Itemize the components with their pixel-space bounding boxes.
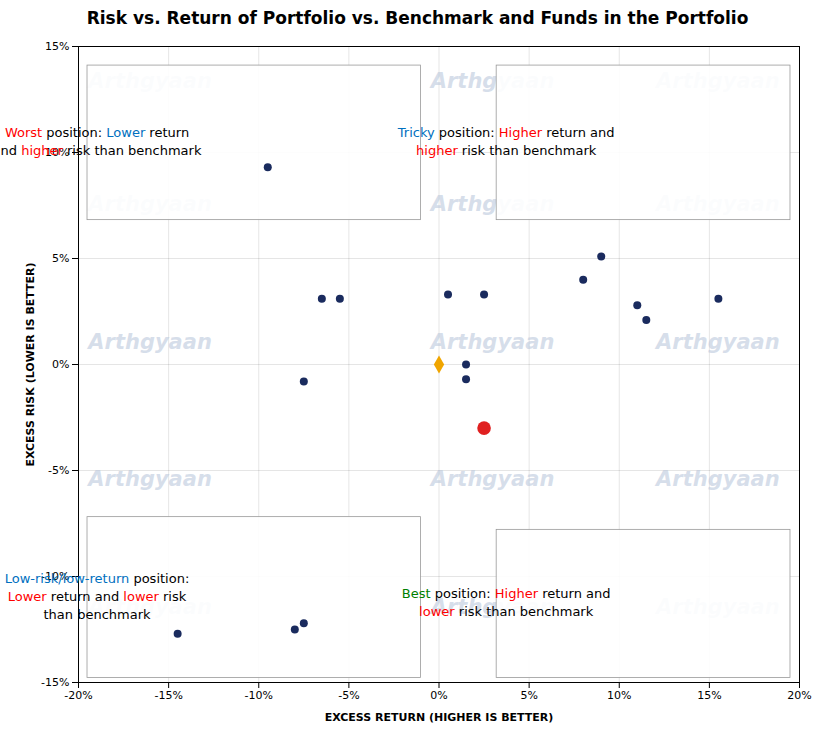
svg-text:Tricky position: Higher return: Tricky position: Higher return and <box>397 125 615 140</box>
svg-text:Arthgyaan: Arthgyaan <box>429 330 555 354</box>
svg-text:0%: 0% <box>430 689 447 702</box>
svg-text:Arthgyaan: Arthgyaan <box>430 69 555 94</box>
svg-text:and higher risk than benchmark: and higher risk than benchmark <box>0 143 202 158</box>
svg-text:higher risk than benchmark: higher risk than benchmark <box>416 143 597 158</box>
svg-text:5%: 5% <box>52 252 69 265</box>
svg-text:Arthgyaan: Arthgyaan <box>86 467 212 491</box>
svg-text:than benchmark: than benchmark <box>43 607 151 622</box>
svg-text:-5%: -5% <box>338 689 359 702</box>
svg-text:5%: 5% <box>520 689 537 702</box>
svg-text:-15%: -15% <box>154 689 182 702</box>
svg-text:-5%: -5% <box>48 464 69 477</box>
svg-text:15%: 15% <box>45 40 69 53</box>
svg-text:Low-risk/low-return position:: Low-risk/low-return position: <box>5 571 190 586</box>
svg-text:15%: 15% <box>697 689 721 702</box>
html-text:Risk vs. Return of Portfolio v: Risk vs. Return of Portfolio vs. Benchma… <box>86 8 749 28</box>
svg-text:Arthgyaan: Arthgyaan <box>654 467 780 491</box>
svg-text:lower risk than benchmark: lower risk than benchmark <box>419 604 594 619</box>
svg-text:10%: 10% <box>607 689 631 702</box>
svg-text:-15%: -15% <box>41 676 69 689</box>
svg-text:20%: 20% <box>787 689 811 702</box>
svg-text:Arthgyaan: Arthgyaan <box>86 330 212 354</box>
svg-text:Best position: Higher return a: Best position: Higher return and <box>402 586 611 601</box>
svg-text:-20%: -20% <box>64 689 92 702</box>
svg-text:-10%: -10% <box>245 689 273 702</box>
svg-text:Arthgyaan: Arthgyaan <box>429 467 555 491</box>
svg-text:EXCESS RETURN (HIGHER IS BETTE: EXCESS RETURN (HIGHER IS BETTER) <box>325 711 554 724</box>
svg-text:Lower return and lower risk: Lower return and lower risk <box>8 589 187 604</box>
svg-text:Arthgyaan: Arthgyaan <box>654 330 780 354</box>
svg-text:0%: 0% <box>52 358 69 371</box>
svg-text:Arthgyaan: Arthgyaan <box>430 192 555 216</box>
svg-text:Worst position: Lower return: Worst position: Lower return <box>5 125 189 140</box>
svg-text:EXCESS RISK (LOWER IS BETTER): EXCESS RISK (LOWER IS BETTER) <box>24 262 37 466</box>
